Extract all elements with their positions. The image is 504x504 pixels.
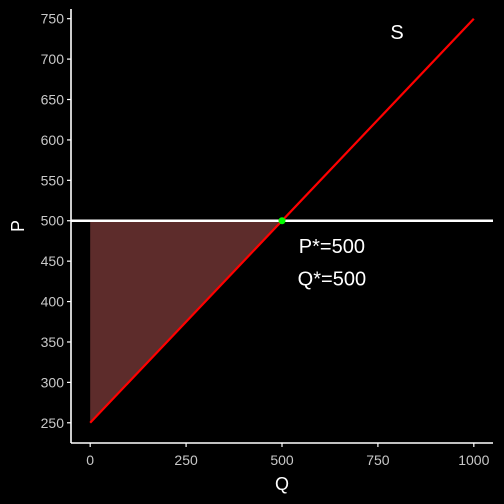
x-tick-label: 750 <box>366 452 390 468</box>
y-tick-label: 500 <box>41 213 65 229</box>
axes: 250 300 350 400 450 500 550 600 650 700 750 0 250 500… <box>41 9 493 468</box>
x-tick-label: 250 <box>174 452 198 468</box>
x-tick-label: 0 <box>86 452 94 468</box>
equilibrium-point <box>278 217 286 225</box>
x-axis-label: Q <box>275 474 289 494</box>
y-tick-label: 300 <box>41 374 65 390</box>
plot-area <box>71 17 493 424</box>
y-tick-label: 700 <box>41 51 65 67</box>
y-tick-label: 750 <box>41 11 65 27</box>
y-axis-label: P <box>8 220 28 232</box>
y-tick-label: 450 <box>41 253 65 269</box>
y-tick-label: 600 <box>41 132 65 148</box>
supply-curve-label: S <box>390 22 403 44</box>
y-tick-label: 550 <box>41 172 65 188</box>
equilibrium-quantity-label: Q*=500 <box>298 268 366 290</box>
y-tick-label: 400 <box>41 294 65 310</box>
y-tick-label: 350 <box>41 334 65 350</box>
equilibrium-price-label: P*=500 <box>299 236 365 258</box>
x-tick-label: 500 <box>270 452 294 468</box>
x-tick-label: 1000 <box>458 452 489 468</box>
y-tick-label: 250 <box>41 415 65 431</box>
y-tick-label: 650 <box>41 92 65 108</box>
